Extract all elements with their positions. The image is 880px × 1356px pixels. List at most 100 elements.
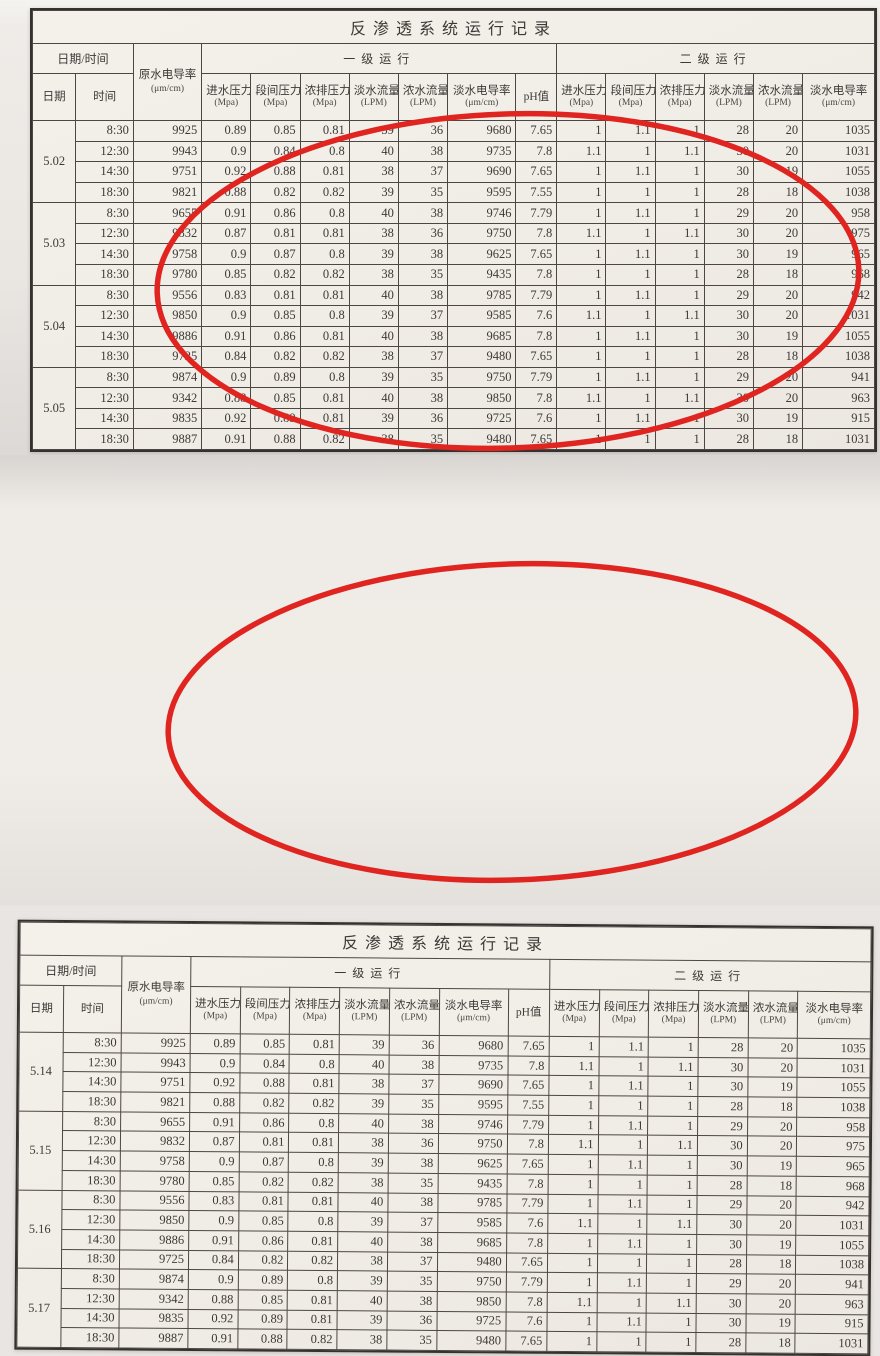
- header-col-label: 进水压力: [195, 997, 241, 1011]
- header-col-unit: (μm/cm): [817, 1016, 851, 1027]
- time-cell: 14:30: [75, 407, 134, 430]
- header-col-unit: (Mpa): [661, 1014, 686, 1026]
- header-col-unit: (μm/cm): [822, 98, 856, 109]
- value-cell: 1: [556, 161, 607, 183]
- value-cell: 1.1: [598, 1115, 648, 1136]
- value-cell: 0.9: [201, 243, 252, 265]
- value-cell: 1: [548, 1154, 598, 1175]
- value-cell: 1: [546, 1311, 597, 1333]
- value-cell: 0.91: [188, 1230, 239, 1251]
- value-cell: 9943: [120, 1052, 191, 1073]
- header-raw-conductivity: 原水电导率 (μm/cm): [121, 955, 191, 1034]
- value-cell: 0.92: [189, 1072, 240, 1093]
- value-cell: 0.82: [299, 263, 350, 286]
- time-cell: 12:30: [75, 305, 134, 327]
- value-cell: 0.81: [299, 222, 350, 245]
- value-cell: 1055: [802, 161, 875, 183]
- header-col-unit: (Mpa): [562, 1014, 587, 1025]
- value-cell: 9832: [132, 222, 203, 245]
- header-col: 淡水流量 (LPM): [698, 990, 749, 1038]
- table-row: 5.02 8:30 9925 0.89 0.85 0.81 39 36 9680 7.65 1 1.1…: [31, 119, 875, 204]
- value-cell: 19: [747, 1077, 798, 1098]
- value-cell: 9735: [438, 1055, 508, 1076]
- value-cell: 1055: [797, 1077, 870, 1098]
- value-cell: 38: [387, 1192, 438, 1213]
- value-cell: 7.65: [506, 1154, 549, 1175]
- time-cell: 14:30: [60, 1308, 120, 1329]
- value-cell: 915: [802, 407, 875, 430]
- value-cell: 9887: [118, 1328, 189, 1349]
- value-cell: 40: [337, 1231, 388, 1252]
- value-cell: 1: [654, 346, 705, 368]
- value-cell: 0.9: [188, 1210, 239, 1231]
- value-cell: 0.88: [189, 1092, 240, 1113]
- value-cell: 941: [802, 366, 875, 389]
- value-cell: 9725: [447, 407, 517, 430]
- value-cell: 20: [747, 1037, 798, 1058]
- value-cell: 9480: [436, 1330, 506, 1351]
- time-cell: 8:30: [75, 120, 134, 142]
- value-cell: 1.1: [605, 325, 656, 348]
- value-cell: 40: [338, 1113, 389, 1134]
- value-cell: 38: [397, 325, 449, 348]
- header-col-label: 淡水流量: [353, 84, 399, 97]
- value-cell: 9821: [120, 1092, 190, 1113]
- value-cell: 18: [746, 1175, 797, 1196]
- value-cell: 28: [697, 1175, 747, 1196]
- value-cell: 20: [745, 1293, 796, 1314]
- header-col: 进水压力 (Mpa): [201, 73, 252, 121]
- value-cell: 28: [703, 263, 754, 286]
- value-cell: 0.81: [299, 387, 350, 409]
- value-cell: 1: [647, 1194, 698, 1215]
- value-cell: 9725: [119, 1249, 189, 1270]
- table-row: 14:30 9751 0.92 0.88 0.81 38 37 9690 7.65 1 1.1 1 30…: [33, 161, 875, 183]
- header-time: 时间: [63, 985, 122, 1033]
- value-cell: 0.91: [201, 202, 252, 224]
- value-cell: 20: [745, 1274, 796, 1295]
- value-cell: 1.1: [654, 387, 705, 409]
- value-cell: 20: [752, 284, 804, 307]
- value-cell: 38: [348, 161, 399, 183]
- value-cell: 1: [556, 284, 607, 307]
- value-cell: 965: [796, 1156, 870, 1177]
- value-cell: 1: [547, 1272, 598, 1293]
- value-cell: 963: [802, 387, 875, 409]
- value-cell: 1: [597, 1135, 648, 1156]
- value-cell: 30: [703, 243, 754, 265]
- header-stage2: 二级运行: [556, 43, 875, 74]
- header-col: 浓排压力 (Mpa): [648, 990, 699, 1038]
- value-cell: 0.89: [201, 120, 252, 142]
- value-cell: 35: [387, 1271, 437, 1292]
- value-cell: 7.8: [506, 1173, 549, 1194]
- value-cell: 9887: [132, 428, 203, 450]
- value-cell: 1031: [795, 1333, 868, 1354]
- header-col: 进水压力 (Mpa): [549, 989, 600, 1037]
- value-cell: 9435: [437, 1173, 507, 1194]
- value-cell: 37: [387, 1251, 438, 1272]
- value-cell: 9342: [119, 1288, 189, 1310]
- value-cell: 28: [703, 120, 754, 142]
- value-cell: 38: [338, 1172, 389, 1193]
- value-cell: 1: [556, 366, 607, 389]
- time-cell: 8:30: [75, 202, 134, 224]
- value-cell: 0.81: [288, 1231, 338, 1252]
- header-date: 日期: [19, 985, 64, 1033]
- value-cell: 1.1: [556, 305, 607, 327]
- value-cell: 30: [695, 1313, 746, 1334]
- header-col-unit: (μm/cm): [456, 1013, 491, 1024]
- time-cell: 18:30: [75, 181, 134, 204]
- header-col-unit: (Mpa): [611, 1014, 636, 1025]
- value-cell: 9655: [132, 202, 203, 224]
- value-cell: 19: [752, 161, 804, 183]
- value-cell: 0.84: [188, 1250, 239, 1271]
- value-cell: 7.65: [515, 346, 558, 368]
- value-cell: 1: [647, 1174, 698, 1195]
- value-cell: 38: [397, 140, 449, 163]
- value-cell: 7.6: [506, 1213, 548, 1234]
- value-cell: 941: [795, 1274, 869, 1295]
- value-cell: 1.1: [605, 202, 656, 224]
- value-cell: 35: [387, 1172, 438, 1193]
- table-head: 反渗透系统运行记录 日期/时间 原水电导率 (μm/cm) 一级运行 二级运行 日期 时间 进水…: [31, 10, 875, 121]
- value-cell: 0.81: [250, 284, 301, 307]
- value-cell: 0.83: [201, 284, 252, 307]
